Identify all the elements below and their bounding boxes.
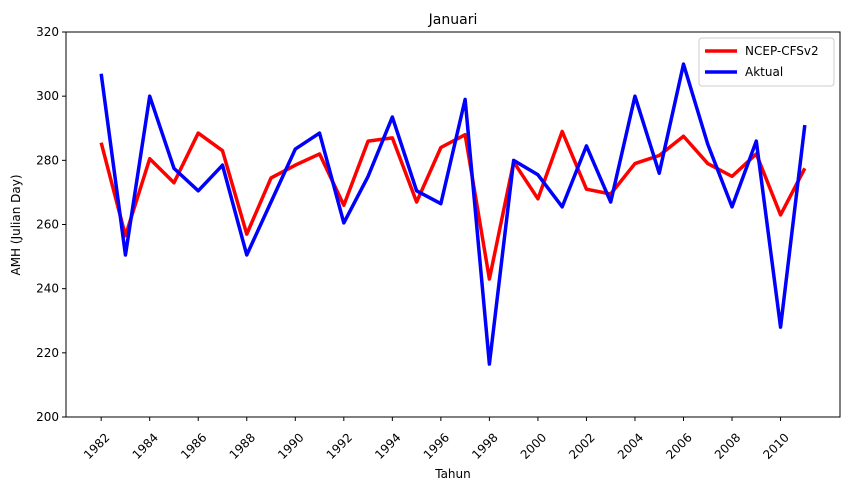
y-axis: 200 220 240 260 280 300 320: [36, 25, 66, 424]
x-tick-label: 1994: [372, 430, 403, 461]
x-tick-label: 1992: [324, 430, 355, 461]
series-line-aktual: [99, 62, 807, 366]
y-tick-label: 260: [36, 218, 59, 232]
y-tick-label: 300: [36, 89, 59, 103]
x-tick-label: 2002: [566, 430, 597, 461]
x-tick-label: 2010: [760, 430, 791, 461]
x-tick-label: 2004: [615, 430, 646, 461]
y-tick-label: 240: [36, 282, 59, 296]
x-tick-label: 1986: [178, 430, 209, 461]
x-tick-label: 1982: [81, 430, 112, 461]
y-axis-label: AMH (Julian Day): [9, 174, 23, 275]
y-tick-label: 280: [36, 153, 59, 167]
x-tick-label: 1990: [275, 430, 306, 461]
x-tick-label: 2008: [712, 430, 743, 461]
x-tick-label: 1984: [130, 430, 161, 461]
legend-label-aktual: Aktual: [745, 65, 783, 79]
x-tick-label: 2000: [518, 430, 549, 461]
series-lines: [99, 62, 807, 366]
series-line-ncep-cfsv2: [99, 129, 807, 281]
x-tick-label: 1988: [227, 430, 258, 461]
legend: NCEP-CFSv2 Aktual: [698, 37, 835, 87]
y-tick-label: 320: [36, 25, 59, 39]
y-tick-label: 200: [36, 410, 59, 424]
legend-label-ncep-cfsv2: NCEP-CFSv2: [745, 44, 819, 58]
chart-title: Januari: [428, 12, 478, 28]
x-tick-label: 2006: [663, 430, 694, 461]
plot-area-frame: [65, 31, 841, 418]
x-axis-label: Tahun: [434, 467, 471, 481]
x-axis: 1982 1984 1986 1988 1990 1992 1994 1996 1998 2000…: [81, 417, 792, 462]
x-tick-label: 1996: [421, 430, 452, 461]
y-tick-label: 220: [36, 346, 59, 360]
x-tick-label: 1998: [469, 430, 500, 461]
